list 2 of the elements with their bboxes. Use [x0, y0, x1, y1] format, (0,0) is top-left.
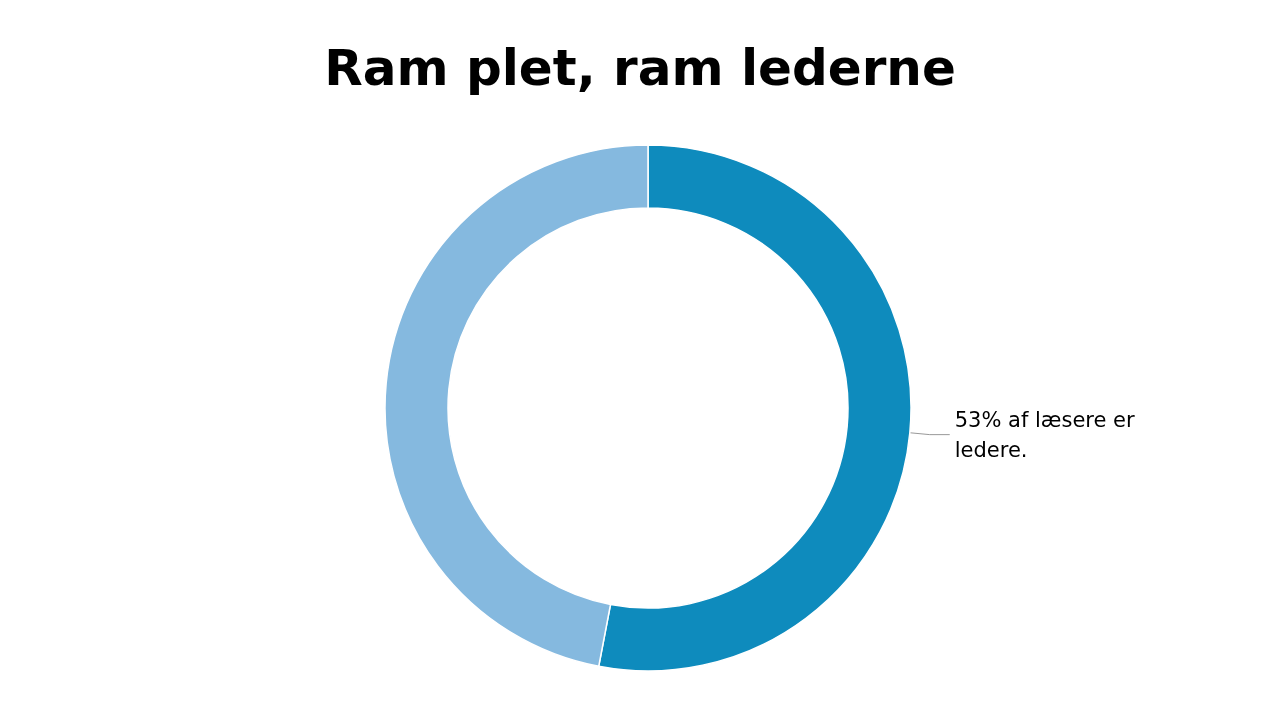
- text: 53% af læsere er ledere.: [954, 407, 1142, 462]
- chart-title: Ram plet, ram lederne: [324, 39, 956, 97]
